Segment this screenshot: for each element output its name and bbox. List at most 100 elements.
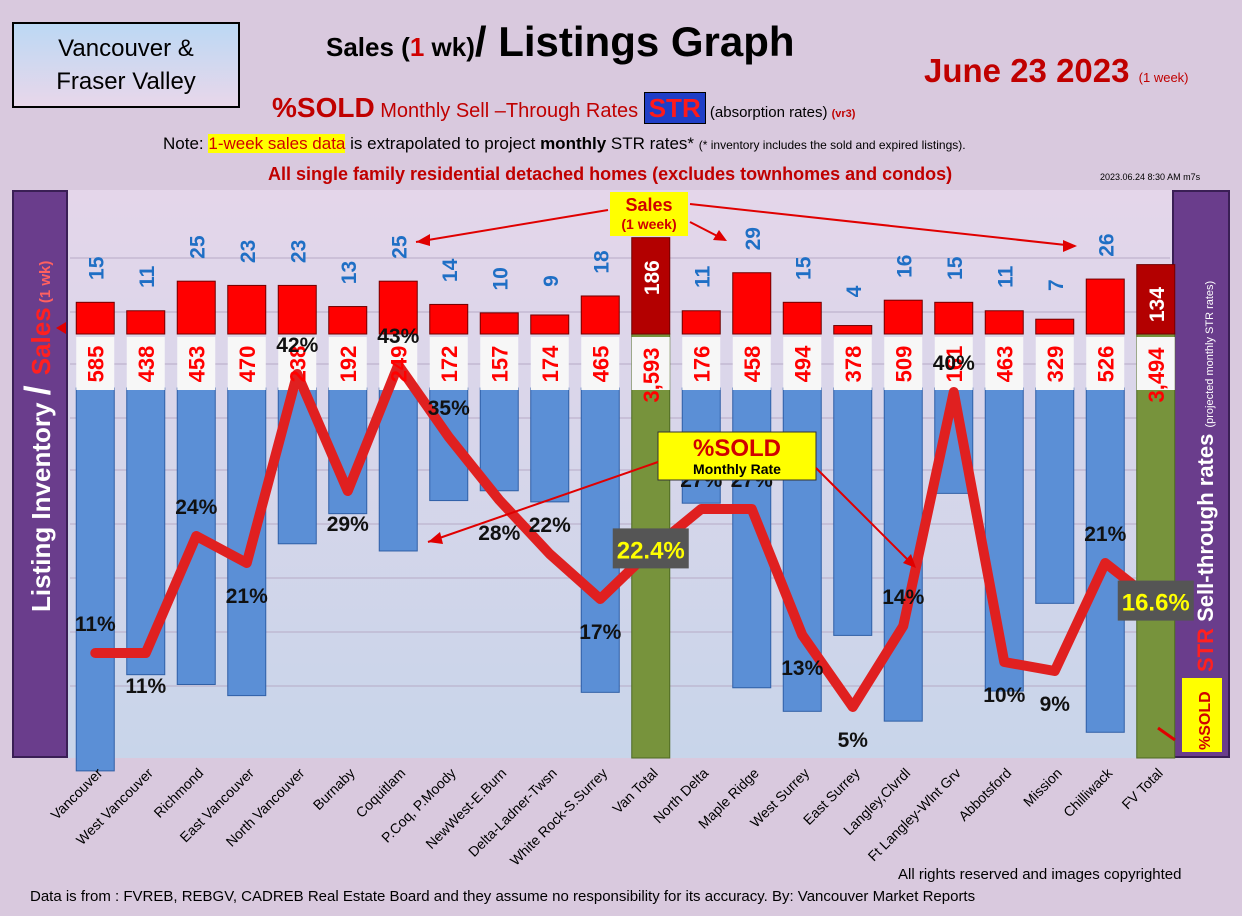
listing-label-newwest-e-burn: 157 xyxy=(487,346,512,383)
sales-bar-north-vancouver xyxy=(277,284,317,335)
right-axis-label: STR Sell-through rates (projected monthl… xyxy=(1193,281,1218,672)
listing-label-north-delta: 176 xyxy=(689,346,714,383)
listing-label-fv-total: 3,494 xyxy=(1144,347,1169,403)
sold-arrow-left xyxy=(427,461,659,543)
listing-label-p-coq-p-moody: 172 xyxy=(437,346,462,383)
listing-strip-delta-ladner-twsn xyxy=(530,337,569,390)
sales-label-east-surrey: 4 xyxy=(843,285,866,297)
subtitle-absorption: (absorption rates) xyxy=(705,104,832,121)
sold-label-richmond: 24% xyxy=(175,496,217,519)
note-prefix: Note: xyxy=(163,134,209,153)
sales-bar-coquitlam xyxy=(378,280,418,335)
sales-callout-box xyxy=(610,192,688,236)
title-part-b: 1 xyxy=(409,32,425,62)
sales-label-north-vancouver: 23 xyxy=(287,240,310,263)
sold-label-langley-clvrdl: 14% xyxy=(882,586,924,609)
listing-label-richmond: 453 xyxy=(184,346,209,383)
sales-label-delta-ladner-twsn: 9 xyxy=(540,275,563,287)
sales-label-north-delta: 11 xyxy=(691,265,714,288)
left-axis-slash: / xyxy=(17,375,58,395)
right-axis-rates: Sell-through rates xyxy=(1193,428,1218,628)
sales-label-burnaby: 13 xyxy=(338,261,361,284)
sold-arrow-right xyxy=(815,467,915,567)
right-sold-text: %SOLD xyxy=(1197,691,1214,750)
sales-label-langley-clvrdl: 16 xyxy=(893,255,916,278)
listing-label-east-surrey: 378 xyxy=(841,346,866,383)
sales-arrowhead-left xyxy=(416,234,430,246)
listing-strip-chilliwack xyxy=(1086,337,1125,390)
listing-strip-newwest-e-burn xyxy=(480,337,519,390)
sales-bar-ft-langley-wlnt-grv xyxy=(934,301,974,335)
sold-label-west-vancouver: 11% xyxy=(125,675,166,698)
sold-label-east-surrey: 5% xyxy=(838,729,869,752)
sold-badge-van-total xyxy=(612,528,689,569)
note-highlight: 1-week sales data xyxy=(208,134,346,153)
listing-label-maple-ridge: 458 xyxy=(740,346,765,383)
sold-label-white-rock-s-surrey: 17% xyxy=(579,621,621,644)
sold-label-abbotsford: 10% xyxy=(983,684,1025,707)
methodology-note: Note: 1-week sales data is extrapolated … xyxy=(163,134,966,154)
sales-bar-white-rock-s-surrey xyxy=(580,295,620,335)
sales-bar-p-coq-p-moody xyxy=(429,303,469,335)
report-date: June 23 2023 (1 week) xyxy=(924,52,1189,90)
timestamp: 2023.06.24 8:30 AM m7s xyxy=(1100,172,1201,182)
sales-label-p-coq-p-moody: 14 xyxy=(439,258,462,282)
sold-label-p-coq-p-moody: 35% xyxy=(428,397,470,420)
listing-label-north-vancouver: 238 xyxy=(285,346,310,383)
listing-strip-maple-ridge xyxy=(732,337,771,390)
listing-label-vancouver: 585 xyxy=(83,346,108,383)
copyright-notice: All rights reserved and images copyright… xyxy=(898,866,1182,883)
sales-bar-west-vancouver xyxy=(126,310,166,335)
listing-label-abbotsford: 463 xyxy=(992,346,1017,383)
sales-arrowhead-right xyxy=(1063,240,1077,252)
region-line-1: Vancouver & xyxy=(58,35,194,62)
subtitle-rates: Monthly Sell –Through Rates xyxy=(374,100,644,122)
sold-label-east-vancouver: 21% xyxy=(226,585,268,608)
sales-bar-east-surrey xyxy=(833,325,873,335)
sold-label-vancouver: 11% xyxy=(75,613,116,636)
sales-arrow-left xyxy=(415,209,609,243)
sales-bar-vancouver xyxy=(75,301,115,335)
note-str: STR rates* xyxy=(606,134,699,153)
listing-strip-abbotsford xyxy=(985,337,1024,390)
left-axis-sales: Sales xyxy=(26,307,56,375)
sold-label-coquitlam: 43% xyxy=(377,325,419,348)
subtitle-sold: %SOLD xyxy=(272,92,375,123)
sold-label-van-total: 22.4% xyxy=(617,537,685,564)
left-axis-wk: (1 wk) xyxy=(37,261,54,308)
listing-label-ft-langley-wlnt-grv: 161 xyxy=(942,346,967,383)
title-part-d: / Listings Graph xyxy=(474,18,795,65)
sold-callout-sub: Monthly Rate xyxy=(693,461,781,477)
listing-bar-east-vancouver xyxy=(227,387,267,697)
data-source-note: Data is from : FVREB, REBGV, CADREB Real… xyxy=(30,888,976,905)
sales-bar-mission xyxy=(1035,318,1075,335)
listing-strip-west-surrey xyxy=(783,337,822,390)
right-axis-panel xyxy=(1172,190,1230,758)
category-label-burnaby: Burnaby xyxy=(310,765,358,813)
sales-callout: Sales (1 week) xyxy=(415,192,1077,252)
listing-strip-white-rock-s-surrey xyxy=(581,337,620,390)
listing-label-coquitlam: 249 xyxy=(386,346,411,383)
sales-callout-title: Sales xyxy=(625,195,672,215)
category-label-chilliwack: Chilliwack xyxy=(1060,764,1116,820)
listing-strip-langley-clvrdl xyxy=(884,337,923,390)
listing-bar-vancouver xyxy=(75,387,115,772)
sold-label-chilliwack: 21% xyxy=(1084,523,1126,546)
listing-label-west-vancouver: 438 xyxy=(134,346,159,383)
subtitle-version: (vr3) xyxy=(831,108,856,120)
sales-label-abbotsford: 11 xyxy=(994,265,1017,288)
left-axis-listing: Listing Inventory xyxy=(26,395,56,612)
listing-label-west-surrey: 494 xyxy=(790,345,815,382)
property-type-note: All single family residential detached h… xyxy=(268,164,953,184)
sales-bar-richmond xyxy=(176,280,216,335)
sales-label-chilliwack: 26 xyxy=(1095,233,1118,256)
listing-strip-east-surrey xyxy=(833,337,872,390)
sales-label-van-total: 186 xyxy=(641,260,664,295)
left-axis-label: Listing Inventory / Sales (1 wk) xyxy=(17,261,58,612)
sales-bar-newwest-e-burn xyxy=(479,312,519,335)
listing-strip-mission xyxy=(1035,337,1074,390)
left-axis-panel xyxy=(12,190,68,758)
listing-label-east-vancouver: 470 xyxy=(235,346,260,383)
sold-label-north-vancouver: 42% xyxy=(276,334,318,357)
